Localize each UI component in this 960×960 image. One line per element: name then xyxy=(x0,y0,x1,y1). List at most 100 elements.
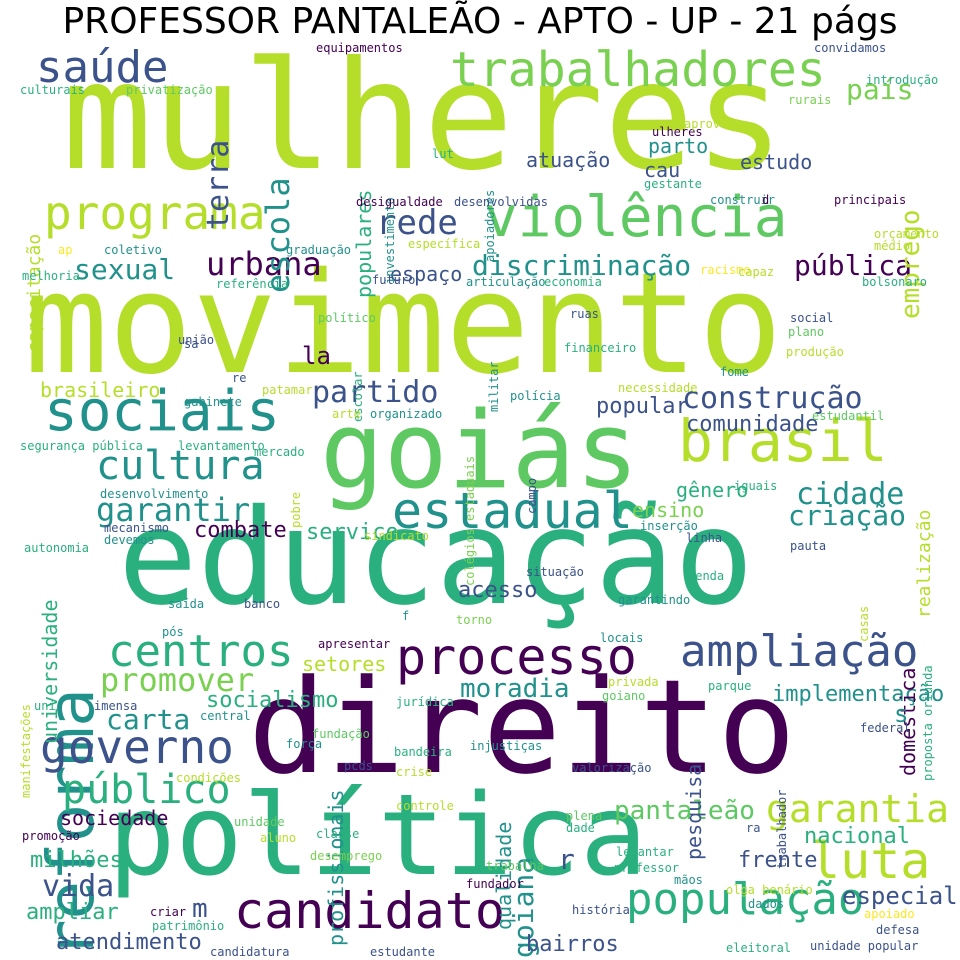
cloud-word-crise: crise xyxy=(396,765,433,779)
cloud-word-necessidade: necessidade xyxy=(618,381,698,395)
cloud-word-candidato: candidato xyxy=(234,882,505,940)
cloud-word-cultura: cultura xyxy=(96,443,265,489)
cloud-word-mulheres: mulheres xyxy=(62,30,785,204)
cloud-word-carta: carta xyxy=(106,703,191,736)
cloud-word-apoiado: apoiado xyxy=(864,907,915,921)
cloud-word-ap: ap xyxy=(58,243,73,257)
cloud-word-nacional: nacional xyxy=(804,824,910,849)
cloud-word-urbana: urbana xyxy=(206,245,322,283)
cloud-word-fundador: fundador xyxy=(466,877,524,891)
cloud-word-frente: frente xyxy=(738,848,818,873)
cloud-word-processo: processo xyxy=(396,628,637,686)
cloud-word-setores: setores xyxy=(302,652,387,676)
cloud-word-promocao: promoção xyxy=(22,829,80,843)
cloud-word-pauta: pauta xyxy=(790,539,827,553)
cloud-word-genero: gênero xyxy=(676,478,749,502)
cloud-word-proposta-oriunda: proposta oriunda xyxy=(921,665,935,782)
cloud-word-goias: goiás xyxy=(320,389,640,512)
cloud-word-educacao: educação xyxy=(118,481,754,635)
cloud-word-milhoes: milhões xyxy=(30,848,123,873)
cloud-word-qualidade: qualidade xyxy=(492,821,516,930)
cloud-word-unidade-popular: unidade popular xyxy=(810,939,919,953)
cloud-word-profissionais: profissionais xyxy=(324,789,348,946)
cloud-word-devemos: devemos xyxy=(104,533,155,547)
cloud-word-policia: polícia xyxy=(510,389,561,403)
cloud-word-fome: fome xyxy=(720,365,749,379)
cloud-word-sindicato: sindicato xyxy=(364,529,430,543)
cloud-word-garantir: garantir xyxy=(96,491,251,529)
cloud-word-brasileiro: brasileiro xyxy=(40,378,161,402)
cloud-word-direito: direito xyxy=(248,651,796,803)
cloud-word-forca: força xyxy=(286,737,323,751)
cloud-word-bandeira: bandeira xyxy=(394,745,452,759)
cloud-word-banco: banco xyxy=(244,597,281,611)
cloud-word-unidade: unidade xyxy=(234,815,285,829)
cloud-word-dados: dados xyxy=(748,897,785,911)
cloud-word-servico: serviço xyxy=(306,520,399,545)
cloud-word-centros: centros xyxy=(108,626,294,677)
cloud-word-levantar: levantar xyxy=(616,845,674,859)
cloud-word-rede: rede xyxy=(376,203,458,243)
cloud-word-moradia: moradia xyxy=(460,674,570,704)
cloud-word-goiano: goiano xyxy=(602,689,646,703)
cloud-word-arte: arte xyxy=(332,407,361,421)
cloud-word-cidade: cidade xyxy=(796,477,905,512)
cloud-word-iguais: iguais xyxy=(734,479,778,493)
cloud-word-bairros: bairros xyxy=(526,932,619,957)
cloud-word-atuacao: atuação xyxy=(526,148,611,172)
cloud-word-movimento: movimento xyxy=(24,243,783,406)
cloud-word-culturais: culturais xyxy=(20,83,86,97)
cloud-word-patamar: patamar xyxy=(262,383,313,397)
cloud-word-acesso: acesso xyxy=(458,578,538,603)
cloud-word-lut: lut xyxy=(432,147,454,161)
cloud-word-desemprego: desemprego xyxy=(310,849,383,863)
cloud-word-publico: público xyxy=(62,767,231,813)
cloud-word-controle: controle xyxy=(396,799,454,813)
cloud-word-politico: político xyxy=(318,311,376,325)
cloud-word-locais: locais xyxy=(600,631,644,645)
cloud-word-trabalha: trabalha xyxy=(486,859,544,873)
cloud-word-espaco: espaço xyxy=(390,262,463,286)
cloud-word-dade: dade xyxy=(566,821,595,835)
cloud-word-gabinete: gabinete xyxy=(184,395,242,409)
cloud-word-producao: produção xyxy=(786,345,844,359)
cloud-word-colegios-estaduais: colégios estaduais xyxy=(463,455,477,586)
cloud-word-construir: construir xyxy=(710,193,776,207)
cloud-word-levantamento: levantamento xyxy=(178,439,265,453)
cloud-word-aluno: aluno xyxy=(260,831,297,845)
cloud-word-vida: vida xyxy=(42,869,115,904)
cloud-word-luta: luta xyxy=(810,832,931,890)
cloud-word-comunidade: comunidade xyxy=(686,412,819,437)
cloud-word-juridica: jurídica xyxy=(396,695,454,709)
cloud-word-ampliar: ampliar xyxy=(26,900,119,925)
cloud-word-garantindo: garantindo xyxy=(618,593,691,607)
cloud-word-condicoes: condições xyxy=(176,771,242,785)
cloud-word-brasil: brasil xyxy=(678,407,888,475)
cloud-word-especifica: específica xyxy=(408,237,481,251)
cloud-word-situacao: situação xyxy=(526,565,584,579)
cloud-word-estudo: estudo xyxy=(740,150,813,174)
cloud-word-estudantil: estudantil xyxy=(812,409,885,423)
cloud-word-economia: economia xyxy=(544,275,602,289)
cloud-word-sociedade: sociedade xyxy=(60,806,169,830)
cloud-word-promover: promover xyxy=(100,661,255,699)
cloud-word-campo: campo xyxy=(525,477,539,514)
cloud-word-socialismo: socialismo xyxy=(206,688,339,713)
cloud-word-d: d xyxy=(762,193,770,207)
cloud-word-ensino: ensino xyxy=(632,498,705,522)
cloud-word-organizado: organizado xyxy=(370,407,443,421)
cloud-word-combate: combate xyxy=(194,518,287,543)
cloud-word-plano: plano xyxy=(788,325,825,339)
cloud-word-re: re xyxy=(232,371,247,385)
cloud-word-casas: casas xyxy=(857,605,871,642)
cloud-word-melhoria: melhoria xyxy=(22,269,80,283)
cloud-word-trabalhadores: trabalhadores xyxy=(450,42,826,98)
cloud-word-privatizacao: privatização xyxy=(126,83,213,97)
cloud-word-programa: programa xyxy=(44,186,266,240)
cloud-word-popular: popular xyxy=(596,394,689,419)
cloud-word-r: r xyxy=(558,843,575,876)
cloud-word-manifestacoes: manifestações xyxy=(19,703,33,798)
cloud-word-federal: federal xyxy=(860,721,911,735)
cloud-word-criar: criar xyxy=(150,905,187,919)
